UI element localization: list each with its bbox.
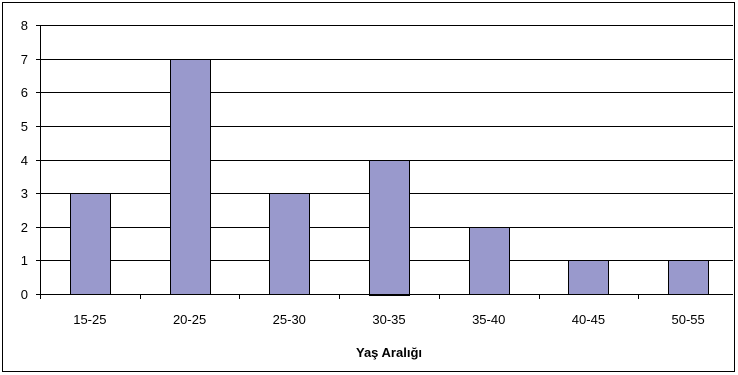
y-tick-label: 3 bbox=[21, 186, 28, 201]
bar-15-25 bbox=[70, 193, 111, 295]
bar-35-40 bbox=[469, 227, 510, 295]
chart-frame bbox=[2, 2, 735, 372]
bar-25-30 bbox=[269, 193, 310, 295]
bar-40-45 bbox=[568, 260, 609, 295]
x-tick-label: 35-40 bbox=[472, 312, 505, 327]
y-tick-label: 0 bbox=[21, 287, 28, 302]
gridlines bbox=[40, 25, 733, 261]
bars bbox=[70, 59, 709, 296]
x-tick-label: 30-35 bbox=[372, 312, 405, 327]
bar-30-35 bbox=[369, 160, 410, 296]
x-tick-label: 50-55 bbox=[672, 312, 705, 327]
y-tick-label: 7 bbox=[21, 52, 28, 67]
x-axis-ticks: 15-25 20-25 25-30 30-35 35-40 40-45 50-55 bbox=[40, 294, 705, 327]
x-tick-label: 15-25 bbox=[73, 312, 106, 327]
y-tick-label: 5 bbox=[21, 119, 28, 134]
x-axis-title: Yaş Aralığı bbox=[356, 345, 422, 360]
y-tick-label: 4 bbox=[21, 153, 28, 168]
y-tick-label: 1 bbox=[21, 253, 28, 268]
y-tick-label: 6 bbox=[21, 85, 28, 100]
x-tick-label: 20-25 bbox=[173, 312, 206, 327]
y-tick-label: 2 bbox=[21, 220, 28, 235]
x-tick-label: 25-30 bbox=[273, 312, 306, 327]
bar-20-25 bbox=[170, 59, 211, 295]
bar-50-55 bbox=[668, 260, 709, 295]
x-tick-label: 40-45 bbox=[572, 312, 605, 327]
y-axis-ticks: 0 1 2 3 4 5 6 7 8 bbox=[21, 18, 40, 302]
y-tick-label: 8 bbox=[21, 18, 28, 33]
